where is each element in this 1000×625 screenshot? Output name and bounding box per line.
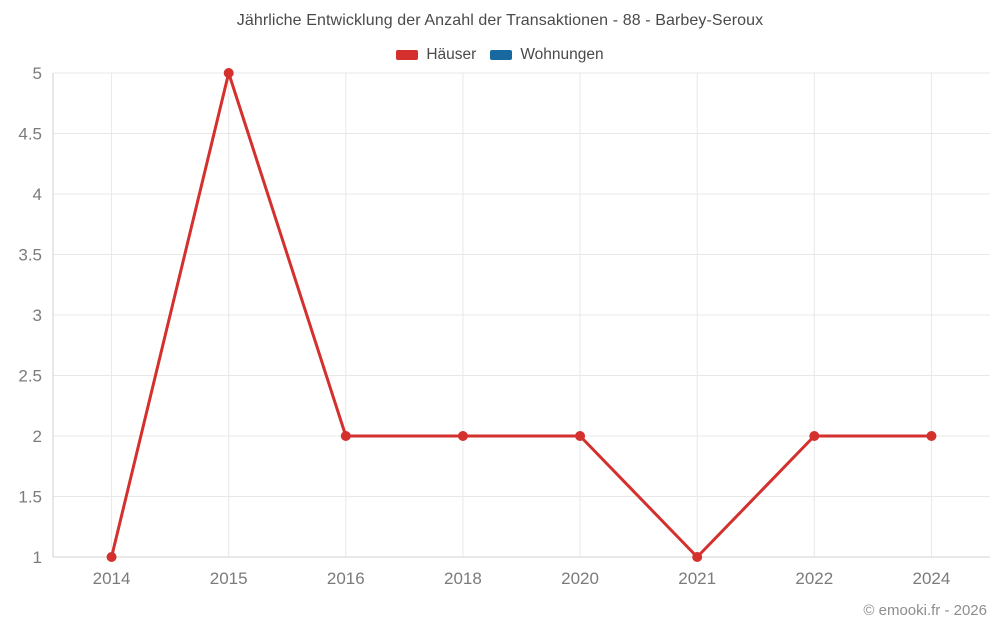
x-axis-tick-label: 2015 [210,569,248,588]
y-axis-tick-label: 2 [33,427,42,446]
x-axis-tick-label: 2024 [913,569,951,588]
y-axis-tick-label: 3.5 [18,246,42,265]
legend: Häuser Wohnungen [0,46,1000,64]
x-axis-tick-label: 2014 [93,569,131,588]
y-axis-tick-label: 2.5 [18,367,42,386]
data-point-marker[interactable] [575,431,586,441]
legend-swatch-haeuser-icon [396,50,419,60]
x-axis-tick-label: 2021 [678,569,716,588]
data-point-marker[interactable] [106,552,117,562]
data-point-marker[interactable] [457,431,468,441]
x-axis-tick-label: 2018 [444,569,482,588]
y-axis-tick-label: 1.5 [18,488,42,507]
legend-item-haeuser[interactable]: Häuser [396,46,476,64]
data-point-marker[interactable] [340,431,351,441]
chart-title: Jährliche Entwicklung der Anzahl der Tra… [236,12,764,29]
legend-label-wohnungen: Wohnungen [520,46,604,63]
x-axis-tick-label: 2020 [561,569,599,588]
legend-item-wohnungen[interactable]: Wohnungen [490,46,604,64]
x-axis-tick-label: 2022 [795,569,833,588]
data-point-marker[interactable] [692,552,703,562]
y-axis-tick-label: 1 [33,548,42,567]
y-axis-tick-label: 3 [33,306,42,325]
x-axis-tick-label: 2016 [327,569,365,588]
data-point-marker[interactable] [223,68,234,78]
copyright: © emooki.fr - 2026 [863,602,987,619]
legend-label-haeuser: Häuser [426,46,477,63]
y-axis-tick-label: 5 [33,64,42,83]
y-axis-tick-label: 4.5 [18,125,42,144]
series-line-häuser[interactable] [110,71,932,559]
data-point-marker[interactable] [926,431,937,441]
legend-swatch-wohnungen-icon [490,50,513,60]
data-point-marker[interactable] [809,431,820,441]
y-axis-tick-label: 4 [33,185,42,204]
